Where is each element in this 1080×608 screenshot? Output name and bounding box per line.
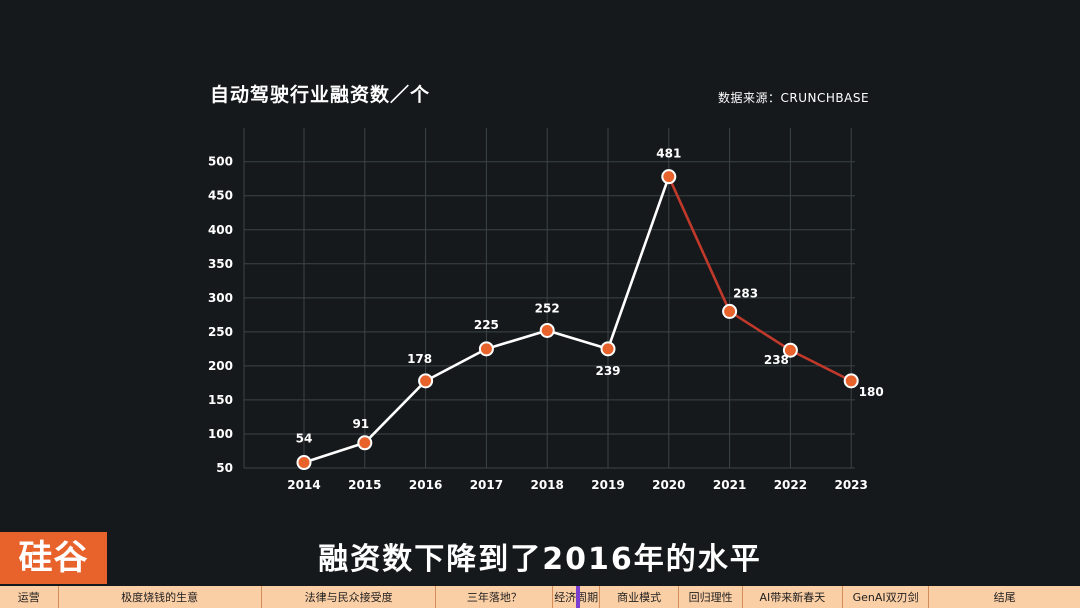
video-subtitle: 融资数下降到了2016年的水平 (318, 542, 762, 577)
x-tick-label: 2014 (287, 478, 320, 492)
x-tick-label: 2022 (774, 478, 807, 492)
y-tick-label: 100 (208, 427, 233, 441)
x-tick-label: 2015 (348, 478, 381, 492)
data-label: 225 (474, 318, 499, 332)
channel-logo: 硅谷 (0, 532, 107, 584)
data-label: 481 (656, 147, 681, 161)
series-line-segment (667, 175, 731, 313)
data-point (357, 435, 373, 451)
nav-chapter[interactable]: 结尾 (993, 591, 1016, 604)
data-point (782, 342, 798, 358)
data-point (600, 341, 616, 357)
data-point (661, 169, 677, 185)
y-tick-label: 250 (208, 325, 233, 339)
nav-chapter[interactable]: GenAI双刃剑 (843, 586, 930, 608)
progress-marker (576, 586, 580, 608)
data-point (418, 373, 434, 389)
series-line-segment (728, 310, 792, 352)
x-tick-label: 2020 (652, 478, 685, 492)
data-point (722, 303, 738, 319)
nav-chapter[interactable]: AI带来新春天 (743, 586, 843, 608)
x-tick-label: 2023 (834, 478, 867, 492)
data-point (478, 341, 494, 357)
y-tick-label: 400 (208, 223, 233, 237)
series-line-segment (545, 329, 610, 351)
y-tick-label: 450 (208, 189, 233, 203)
data-label: 180 (859, 385, 884, 399)
data-point (296, 455, 312, 471)
series-line-segment (606, 175, 671, 351)
y-tick-label: 500 (208, 155, 233, 169)
data-label: 91 (352, 417, 369, 431)
series-line-segment (789, 348, 853, 383)
chart-title: 自动驾驶行业融资数／个 (210, 84, 431, 106)
nav-chapter[interactable]: 回归理性 (679, 586, 743, 608)
x-tick-label: 2018 (530, 478, 563, 492)
data-label: 54 (296, 432, 313, 446)
data-point (539, 322, 555, 338)
series-line-segment (485, 329, 549, 351)
y-tick-label: 350 (208, 257, 233, 271)
series-line-segment (424, 347, 488, 383)
y-tick-label: 50 (216, 461, 233, 475)
y-tick-label: 200 (208, 359, 233, 373)
x-tick-label: 2021 (713, 478, 746, 492)
y-tick-label: 150 (208, 393, 233, 407)
nav-chapter[interactable]: 运营 (0, 586, 59, 608)
nav-chapter[interactable]: 商业模式 (600, 586, 680, 608)
chapter-nav: 运营极度烧钱的生意法律与民众接受度三年落地？经济周期商业模式回归理性AI带来新春… (0, 586, 1080, 608)
nav-chapter[interactable]: 三年落地？ (436, 586, 554, 608)
x-tick-label: 2019 (591, 478, 624, 492)
data-point (843, 373, 859, 389)
data-label: 239 (595, 364, 620, 378)
data-label: 283 (733, 286, 758, 300)
data-label: 238 (764, 353, 789, 367)
line-chart: 50 100 150 200 250 300 350 400 450 500 2014 2015 20… (208, 128, 884, 492)
y-tick-label: 300 (208, 291, 233, 305)
x-tick-label: 2017 (470, 478, 503, 492)
nav-chapter[interactable]: 法律与民众接受度 (262, 586, 437, 608)
nav-chapter[interactable]: 极度烧钱的生意 (59, 586, 262, 608)
data-label: 178 (407, 352, 432, 366)
series-line-segment (302, 441, 367, 464)
x-tick-label: 2016 (409, 478, 442, 492)
data-label: 252 (535, 301, 560, 315)
data-source: 数据来源：CRUNCHBASE (718, 91, 870, 105)
series-line-segment (363, 379, 427, 445)
